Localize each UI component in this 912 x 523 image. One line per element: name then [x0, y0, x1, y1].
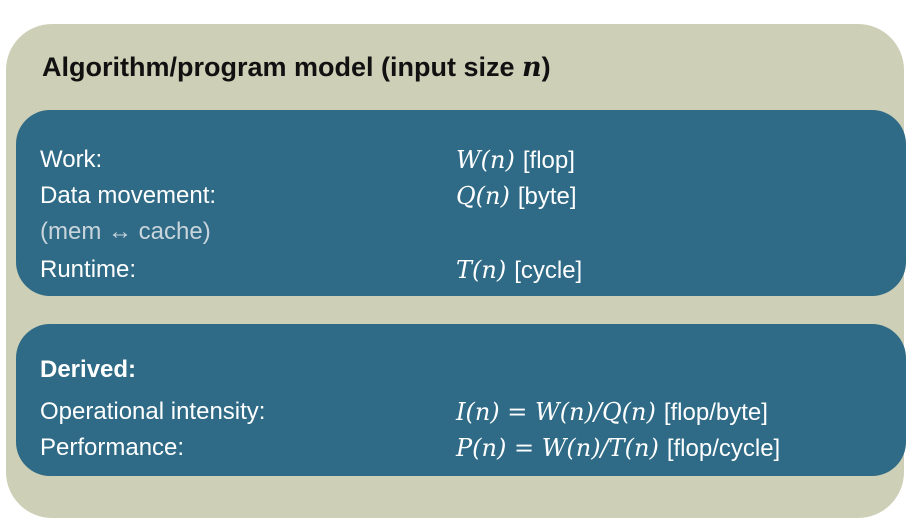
card-title-close: ) [541, 52, 551, 82]
card-title: Algorithm/program model (input size n) [42, 52, 551, 83]
performance-unit: [flop/cycle] [666, 435, 781, 462]
work-label: Work: [40, 146, 103, 173]
runtime-unit: [cycle] [514, 257, 583, 284]
derived-heading: Derived: [40, 356, 137, 383]
intensity-row: Operational intensity: I(n) = W(n)/Q(n) [… [40, 394, 886, 430]
runtime-formula-group: T(n) [cycle] [456, 252, 582, 289]
model-panel: Work: W(n) [flop] Data movement: Q(n) [byt… [16, 110, 906, 296]
derived-panel: Derived: Operational intensity: I(n) = W… [16, 324, 906, 476]
card-title-text: Algorithm/program model (input size [42, 52, 523, 82]
intensity-unit: [flop/byte] [663, 399, 768, 426]
model-card: Algorithm/program model (input size n) W… [6, 24, 906, 518]
intensity-formula: I(n) = W(n)/Q(n) [456, 398, 656, 426]
derived-heading-row: Derived: [40, 352, 886, 388]
intensity-formula-group: I(n) = W(n)/Q(n) [flop/byte] [456, 394, 768, 431]
work-formula: W(n) [456, 146, 515, 174]
runtime-formula: T(n) [456, 256, 507, 284]
card-title-variable: n [522, 52, 542, 83]
work-row: Work: W(n) [flop] [40, 142, 886, 178]
performance-row: Performance: P(n) = W(n)/T(n) [flop/cycle… [40, 430, 886, 466]
data-movement-row: Data movement: Q(n) [byte] [40, 178, 886, 214]
work-formula-group: W(n) [flop] [456, 142, 575, 179]
data-movement-formula-group: Q(n) [byte] [456, 178, 577, 215]
runtime-label: Runtime: [40, 256, 137, 283]
work-unit: [flop] [522, 147, 575, 174]
performance-label: Performance: [40, 434, 185, 461]
data-movement-unit: [byte] [517, 183, 577, 210]
performance-formula: P(n) = W(n)/T(n) [456, 434, 659, 462]
intensity-label: Operational intensity: [40, 398, 266, 425]
data-movement-note-row: (mem ↔ cache) [40, 214, 886, 250]
data-movement-label: Data movement: [40, 182, 217, 209]
data-movement-formula: Q(n) [456, 182, 510, 210]
data-movement-note: (mem ↔ cache) [40, 218, 211, 245]
runtime-row: Runtime: T(n) [cycle] [40, 252, 886, 288]
performance-formula-group: P(n) = W(n)/T(n) [flop/cycle] [456, 430, 780, 467]
